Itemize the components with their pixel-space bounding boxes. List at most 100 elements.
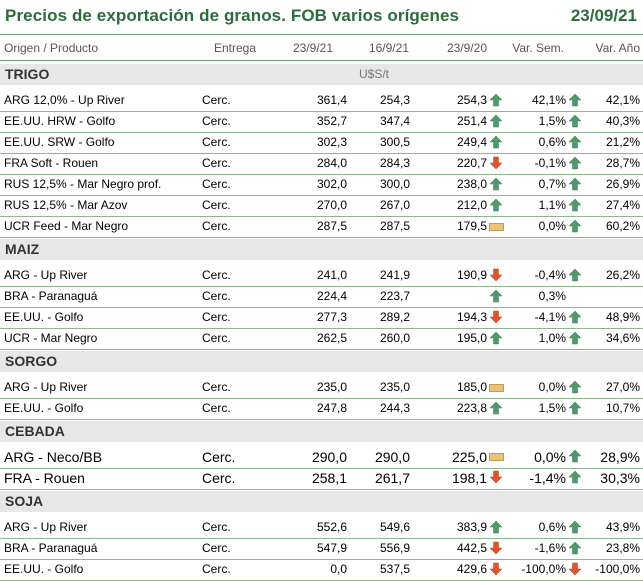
entrega-cell: Cerc. <box>202 268 231 282</box>
entrega-cell: Cerc. <box>202 177 231 191</box>
price-current-cell: 302,3 <box>316 135 347 149</box>
yearly-trend-arrow-up-icon <box>568 401 582 415</box>
var-sem-cell: 42,1% <box>531 93 566 107</box>
yearly-trend-arrow-up-icon <box>568 470 582 484</box>
table-row: UCR Feed - Mar Negro Cerc. 287,5 287,5 179,5… <box>0 216 643 238</box>
var-anio-cell: 48,9% <box>605 310 640 324</box>
var-sem-cell: -0,4% <box>534 268 566 282</box>
price-week-ago-cell: 241,9 <box>379 268 410 282</box>
report-date: 23/09/21 <box>570 6 637 25</box>
price-week-ago-cell: 347,4 <box>379 114 410 128</box>
yearly-trend-arrow-up-icon <box>568 114 582 128</box>
header-var-sem: Var. Sem. <box>512 41 564 55</box>
var-anio-cell: 60,2% <box>605 219 640 233</box>
price-week-ago-cell: 287,5 <box>379 219 410 233</box>
price-current-cell: 241,0 <box>316 268 347 282</box>
table-row: ARG - Neco/BB Cerc. 290,0 290,0 225,0 0,0% 28,… <box>0 447 643 469</box>
origen-cell: EE.UU. - Golfo <box>4 562 84 576</box>
table-row: BRA - Paranaguá Cerc. 224,4 223,7 0,3% <box>0 286 643 308</box>
header-var-anio: Var. Año <box>595 41 640 55</box>
price-current-cell: 0,0 <box>330 562 347 576</box>
price-current-cell: 224,4 <box>316 289 347 303</box>
price-current-cell: 352,7 <box>316 114 347 128</box>
weekly-trend-arrow-up-icon <box>489 177 503 191</box>
origen-cell: ARG - Up River <box>4 520 88 534</box>
origen-cell: EE.UU. - Golfo <box>4 310 84 324</box>
weekly-trend-arrow-down-icon <box>489 541 503 555</box>
var-anio-cell: 21,2% <box>605 135 640 149</box>
price-year-ago-cell: 383,9 <box>456 520 487 534</box>
price-week-ago-cell: 290,0 <box>374 449 410 465</box>
table-row: EE.UU. - Golfo Cerc. 0,0 537,5 429,6 -100,0% -… <box>0 559 643 581</box>
var-sem-cell: -1,6% <box>534 541 566 555</box>
weekly-trend-arrow-up-icon <box>489 331 503 345</box>
yearly-trend-arrow-up-icon <box>568 135 582 149</box>
section-header-soja: SOJA <box>0 491 643 512</box>
table-row: ARG - Up River Cerc. 241,0 241,9 190,9 -0,4% 2… <box>0 265 643 287</box>
weekly-trend-flat-icon <box>489 219 504 233</box>
weekly-trend-arrow-up-icon <box>489 114 503 128</box>
price-week-ago-cell: 556,9 <box>379 541 410 555</box>
price-current-cell: 302,0 <box>316 177 347 191</box>
entrega-cell: Cerc. <box>202 449 236 465</box>
price-current-cell: 262,5 <box>316 331 347 345</box>
origen-cell: RUS 12,5% - Mar Negro prof. <box>4 177 162 191</box>
price-week-ago-cell: 300,0 <box>379 177 410 191</box>
var-anio-cell: 28,7% <box>605 156 640 170</box>
entrega-cell: Cerc. <box>202 541 231 555</box>
price-year-ago-cell: 220,7 <box>456 156 487 170</box>
price-week-ago-cell: 549,6 <box>379 520 410 534</box>
price-current-cell: 361,4 <box>316 93 347 107</box>
price-year-ago-cell: 185,0 <box>456 380 487 394</box>
weekly-trend-arrow-up-icon <box>489 93 503 107</box>
table-row: EE.UU. HRW - Golfo Cerc. 352,7 347,4 251,4 1,… <box>0 111 643 133</box>
price-week-ago-cell: 267,0 <box>379 198 410 212</box>
table-header: Origen / Producto Entrega 23/9/21 16/9/2… <box>0 36 643 61</box>
table-row: EE.UU. - Golfo Cerc. 277,3 289,2 194,3 -4,1% 4… <box>0 307 643 329</box>
entrega-cell: Cerc. <box>202 470 236 486</box>
yearly-trend-arrow-up-icon <box>568 93 582 107</box>
var-sem-cell: 0,3% <box>538 289 566 303</box>
origen-cell: BRA - Paranaguá <box>4 289 98 303</box>
origen-cell: EE.UU. HRW - Golfo <box>4 114 116 128</box>
price-week-ago-cell: 244,3 <box>379 401 410 415</box>
page-title: Precios de exportación de granos. FOB va… <box>5 6 460 25</box>
entrega-cell: Cerc. <box>202 562 231 576</box>
origen-cell: ARG 12,0% - Up River <box>4 93 125 107</box>
origen-cell: FRA - Rouen <box>4 470 85 486</box>
table-row: FRA - Rouen Cerc. 258,1 261,7 198,1 -1,4% 30,3… <box>0 468 643 490</box>
yearly-trend-arrow-up-icon <box>568 380 582 394</box>
origen-cell: FRA Soft - Rouen <box>4 156 99 170</box>
price-week-ago-cell: 235,0 <box>379 380 410 394</box>
var-anio-cell: 10,7% <box>605 401 640 415</box>
var-anio-cell: -100,0% <box>595 562 640 576</box>
price-current-cell: 552,6 <box>316 520 347 534</box>
title-bar: Precios de exportación de granos. FOB va… <box>0 0 643 35</box>
yearly-trend-arrow-up-icon <box>568 198 582 212</box>
entrega-cell: Cerc. <box>202 401 231 415</box>
section-name: SORGO <box>5 353 58 369</box>
yearly-trend-arrow-up-icon <box>568 541 582 555</box>
entrega-cell: Cerc. <box>202 114 231 128</box>
table-row: ARG 12,0% - Up River Cerc. 361,4 254,3 254,3… <box>0 90 643 112</box>
table-row: RUS 12,5% - Mar Negro prof. Cerc. 302,0 300… <box>0 174 643 196</box>
table-row: UCR - Mar Negro Cerc. 262,5 260,0 195,0 1,0% 3… <box>0 328 643 350</box>
entrega-cell: Cerc. <box>202 380 231 394</box>
entrega-cell: Cerc. <box>202 156 231 170</box>
section-header-cebada: CEBADA <box>0 421 643 442</box>
price-year-ago-cell: 212,0 <box>456 198 487 212</box>
var-sem-cell: 0,6% <box>538 135 566 149</box>
var-anio-cell: 42,1% <box>605 93 640 107</box>
price-year-ago-cell: 223,8 <box>456 401 487 415</box>
var-sem-cell: -4,1% <box>534 310 566 324</box>
yearly-trend-arrow-up-icon <box>568 520 582 534</box>
var-anio-cell: 34,6% <box>605 331 640 345</box>
price-year-ago-cell: 179,5 <box>456 219 487 233</box>
price-week-ago-cell: 300,5 <box>379 135 410 149</box>
price-current-cell: 247,8 <box>316 401 347 415</box>
price-current-cell: 277,3 <box>316 310 347 324</box>
price-year-ago-cell: 249,4 <box>456 135 487 149</box>
var-anio-cell: 27,0% <box>605 380 640 394</box>
yearly-trend-arrow-up-icon <box>568 156 582 170</box>
price-year-ago-cell: 429,6 <box>456 562 487 576</box>
